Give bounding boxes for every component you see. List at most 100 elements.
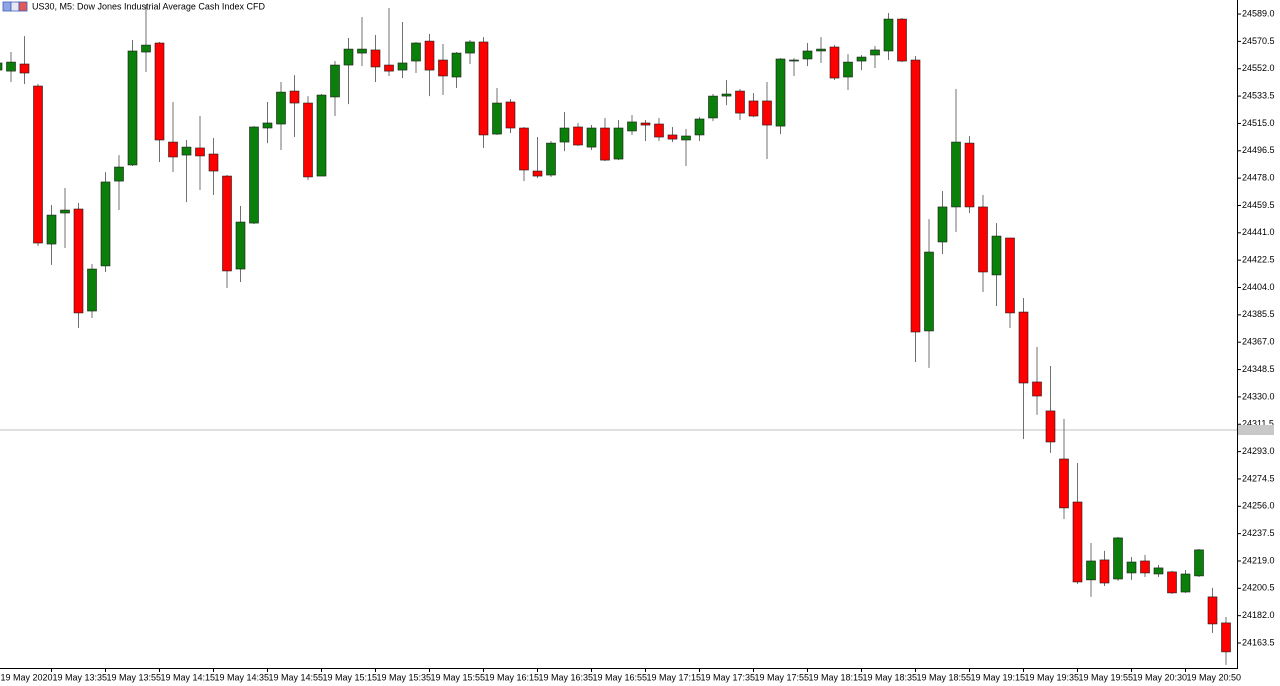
candle-body: [546, 142, 556, 176]
candle-body: [1167, 571, 1177, 594]
candle-body: [964, 142, 975, 208]
candle-body: [586, 127, 597, 148]
candle-body: [1032, 381, 1042, 397]
candle-body: [721, 93, 732, 97]
candle-body: [411, 42, 421, 62]
candle-body: [1099, 559, 1110, 584]
candle-body: [505, 101, 516, 129]
candle-body: [492, 102, 502, 135]
candle-body: [1072, 501, 1083, 583]
candle-body: [1018, 311, 1029, 384]
candle-body: [843, 61, 853, 78]
candle-body: [532, 170, 543, 177]
candle-body: [262, 122, 273, 129]
y-tick-label: 24459.5: [1242, 200, 1275, 210]
candle-body: [208, 153, 219, 172]
candle-body: [181, 146, 192, 156]
y-tick-label: 24589.0: [1242, 8, 1275, 18]
y-tick-label: 24422.5: [1242, 255, 1275, 265]
x-tick-label: 19 May 19:35: [1025, 672, 1080, 682]
candle-body: [87, 268, 97, 312]
candle-body: [924, 251, 934, 332]
chart-title: US30, M5: Dow Jones Industrial Average C…: [32, 1, 265, 11]
candle-body: [60, 209, 70, 214]
candle-body: [100, 181, 111, 267]
candle-body: [1059, 458, 1069, 509]
candle-body: [1140, 560, 1150, 574]
candle-body: [33, 85, 43, 244]
y-tick-label: 24385.5: [1242, 309, 1275, 319]
candle-body: [1005, 237, 1015, 314]
icon-part: [18, 1, 28, 12]
x-tick-label: 19 May 16:35: [539, 672, 594, 682]
candle-body: [951, 141, 961, 208]
x-tick-label: 19 May 14:35: [215, 672, 270, 682]
candle-body: [870, 49, 880, 56]
y-tick-label: 24330.0: [1242, 391, 1275, 401]
y-tick-label: 24496.5: [1242, 145, 1275, 155]
candle-body: [424, 40, 435, 71]
price-marker: [1238, 425, 1274, 436]
candle-body: [708, 95, 718, 119]
candle-body: [235, 221, 246, 270]
candle-body: [478, 41, 489, 136]
candle-body: [681, 135, 691, 141]
candle-body: [600, 127, 610, 161]
x-tick-label: 19 May 20:30: [1133, 672, 1188, 682]
candle-body: [654, 123, 664, 138]
x-tick-label: 19 May 13:35: [53, 672, 108, 682]
y-tick-label: 24348.5: [1242, 364, 1275, 374]
y-tick-label: 24182.0: [1242, 610, 1275, 620]
y-tick-label: 24293.0: [1242, 446, 1275, 456]
candle-body: [370, 49, 381, 68]
y-tick-label: 24163.5: [1242, 637, 1275, 647]
y-tick-label: 24311.5: [1242, 419, 1274, 429]
candle-body: [991, 235, 1002, 276]
y-tick-label: 24237.5: [1242, 528, 1275, 538]
y-tick-label: 24441.0: [1242, 227, 1275, 237]
candle-body: [289, 90, 300, 104]
candle-body: [19, 63, 30, 74]
candle-body: [316, 94, 327, 177]
candle-body: [397, 62, 408, 71]
x-tick-label: 19 May 17:35: [701, 672, 756, 682]
candle-body: [856, 56, 867, 62]
candle-body: [384, 64, 394, 72]
y-tick-label: 24274.5: [1242, 473, 1275, 483]
candle-body: [168, 141, 178, 158]
y-tick-label: 24219.0: [1242, 555, 1275, 565]
x-tick-label: 19 May 17:15: [647, 672, 702, 682]
candle-body: [802, 50, 813, 60]
candle-body: [1086, 560, 1096, 581]
icon-part: [10, 1, 20, 12]
candle-body: [303, 102, 313, 178]
y-tick-label: 24404.0: [1242, 282, 1275, 292]
y-tick-label: 24256.0: [1242, 501, 1275, 511]
symbol-icon: [2, 1, 28, 12]
candle-body: [357, 48, 367, 54]
y-tick-label: 24570.5: [1242, 36, 1275, 46]
candle-body: [6, 61, 16, 72]
x-tick-label: 19 May 16:55: [593, 672, 648, 682]
candle-body: [127, 50, 138, 166]
x-tick-label: 19 May 14:15: [161, 672, 216, 682]
x-tick-label: 19 May 2020: [1, 672, 53, 682]
candle-body: [438, 59, 448, 77]
candle-body: [222, 175, 232, 272]
candle-body: [735, 90, 745, 114]
candle-body: [627, 121, 637, 132]
candle-body: [978, 206, 988, 273]
candle-body: [0, 62, 3, 71]
x-tick-label: 19 May 20:50: [1187, 672, 1242, 682]
x-tick-label: 19 May 14:55: [269, 672, 324, 682]
candle-body: [451, 52, 462, 78]
candle-body: [46, 214, 57, 245]
candle-body: [1045, 410, 1056, 443]
candle-body: [343, 48, 354, 66]
candle-body: [897, 18, 907, 62]
candle-body: [276, 91, 286, 125]
candle-body: [519, 127, 529, 171]
candle-body: [1194, 549, 1204, 577]
